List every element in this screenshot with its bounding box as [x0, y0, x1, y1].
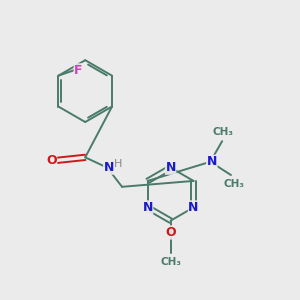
- Text: N: N: [188, 201, 199, 214]
- Text: N: N: [103, 161, 114, 174]
- Text: N: N: [207, 155, 217, 168]
- Text: O: O: [46, 154, 57, 167]
- Text: CH₃: CH₃: [212, 127, 233, 137]
- Text: N: N: [165, 161, 176, 174]
- Text: CH₃: CH₃: [224, 179, 244, 189]
- Text: N: N: [142, 201, 153, 214]
- Text: CH₃: CH₃: [160, 257, 181, 268]
- Text: O: O: [165, 226, 176, 239]
- Text: H: H: [113, 159, 122, 169]
- Text: F: F: [74, 64, 83, 77]
